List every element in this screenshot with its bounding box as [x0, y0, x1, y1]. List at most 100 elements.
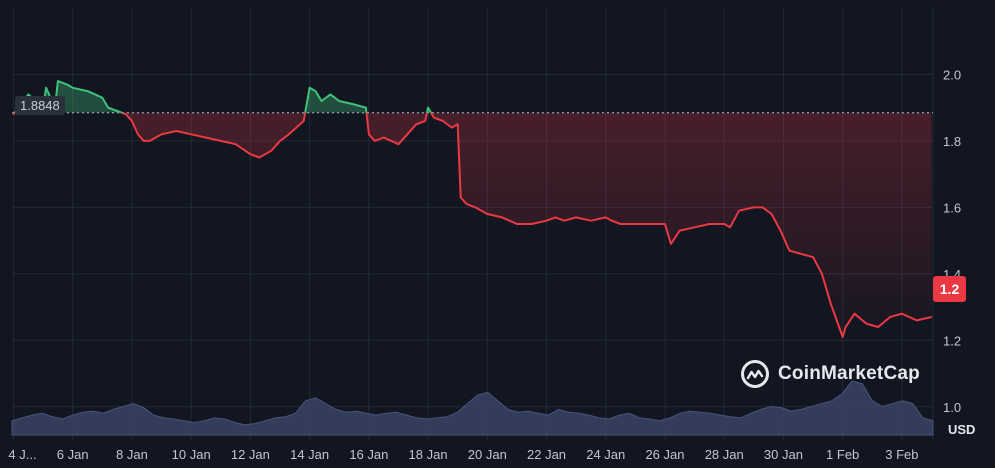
price-point — [930, 316, 933, 318]
price-point — [486, 213, 489, 215]
price-point — [314, 90, 317, 92]
price-point — [800, 253, 802, 255]
price-point — [71, 87, 74, 89]
price-point — [101, 96, 104, 99]
price-point — [465, 203, 468, 205]
coinmarketcap-logo-icon — [741, 360, 769, 388]
price-point — [12, 113, 15, 116]
price-point — [160, 133, 163, 136]
price-point — [270, 150, 272, 152]
price-point — [137, 133, 139, 136]
y-tick-label: 1.2 — [943, 333, 961, 348]
price-point — [45, 87, 47, 89]
price-point — [753, 206, 755, 209]
price-point — [442, 120, 444, 122]
price-point — [131, 120, 133, 122]
x-tick-label: 24 Jan — [586, 447, 625, 462]
x-tick-label: 16 Jan — [349, 447, 388, 462]
price-point — [125, 113, 127, 116]
price-point — [738, 209, 740, 212]
price-point — [821, 273, 823, 275]
price-point — [116, 110, 118, 112]
price-point — [575, 216, 577, 219]
y-tick-label: 1.6 — [943, 200, 961, 215]
price-point — [320, 100, 323, 102]
y-tick-label: 1.8 — [943, 134, 961, 149]
price-point — [406, 133, 409, 136]
price-point — [427, 106, 429, 109]
price-point — [234, 143, 237, 145]
price-point — [761, 206, 764, 209]
x-tick-label: 10 Jan — [172, 447, 211, 462]
price-point — [877, 326, 879, 328]
price-point — [723, 223, 725, 225]
x-tick-label: 4 J... — [8, 447, 36, 462]
price-point — [368, 133, 370, 136]
price-point — [308, 87, 311, 89]
price-point — [302, 120, 305, 122]
price-point — [365, 106, 367, 109]
price-point — [729, 226, 731, 229]
price-point — [779, 229, 782, 232]
price-point — [788, 249, 791, 252]
x-tick-label: 12 Jan — [231, 447, 270, 462]
price-point — [610, 219, 613, 222]
price-point — [258, 156, 261, 159]
price-point — [433, 116, 435, 119]
price-point — [812, 256, 814, 259]
price-point — [456, 123, 459, 126]
price-point — [474, 206, 477, 209]
price-point — [424, 120, 426, 122]
price-point — [516, 223, 518, 225]
x-tick-label: 3 Feb — [885, 447, 918, 462]
price-point — [175, 130, 178, 132]
price-point — [664, 223, 666, 225]
x-tick-label: 22 Jan — [527, 447, 566, 462]
volume-area — [11, 380, 934, 436]
price-point — [382, 136, 385, 139]
price-point — [853, 312, 856, 315]
price-point — [708, 223, 711, 225]
price-point — [397, 143, 400, 145]
price-point — [148, 140, 151, 142]
price-point — [901, 312, 903, 315]
price-point — [107, 106, 109, 109]
price-point — [770, 213, 773, 215]
price-point — [205, 136, 207, 139]
x-tick-label: 18 Jan — [409, 447, 448, 462]
price-point — [57, 80, 59, 82]
price-point — [279, 140, 281, 142]
price-point — [27, 93, 30, 96]
price-point — [415, 123, 418, 126]
price-point — [288, 133, 290, 136]
price-point — [329, 93, 332, 96]
price-point — [190, 133, 192, 136]
price-area-above — [13, 81, 932, 113]
x-tick-label: 28 Jan — [705, 447, 744, 462]
price-point — [619, 223, 622, 225]
x-tick-label: 8 Jan — [116, 447, 148, 462]
price-area-below — [13, 112, 932, 337]
price-point — [889, 316, 891, 318]
price-point — [563, 219, 566, 222]
x-tick-label: 6 Jan — [57, 447, 89, 462]
price-point — [649, 223, 651, 225]
currency-unit-label: USD — [948, 422, 976, 437]
price-point — [679, 229, 681, 232]
price-point — [865, 322, 868, 325]
price-point — [143, 140, 145, 142]
price-point — [374, 140, 376, 142]
price-point — [338, 100, 341, 102]
watermark-brand-text: CoinMarketCap — [778, 363, 920, 384]
price-point — [249, 153, 252, 155]
price-point — [66, 83, 68, 86]
price-point — [670, 243, 672, 245]
price-point — [530, 223, 533, 225]
y-tick-label: 1.0 — [943, 400, 961, 415]
x-tick-label: 14 Jan — [290, 447, 329, 462]
price-point — [915, 319, 918, 322]
price-point — [353, 103, 355, 106]
y-tick-label: 2.0 — [943, 67, 961, 82]
price-point — [220, 140, 222, 142]
